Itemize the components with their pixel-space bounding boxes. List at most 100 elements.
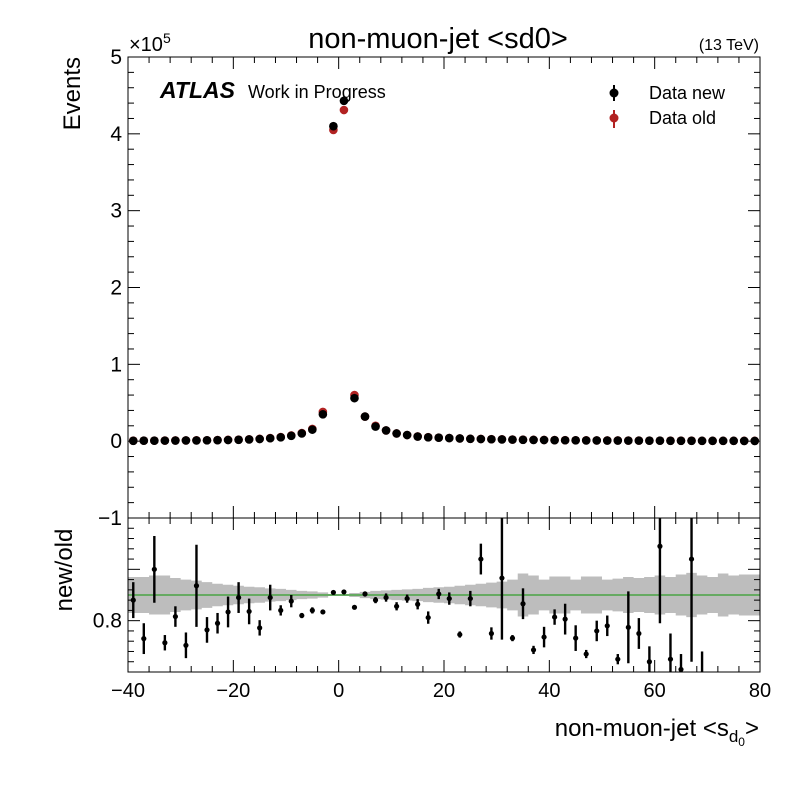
data-new-point	[624, 436, 633, 445]
ratio-point	[657, 543, 663, 549]
atlas-sublabel: Work in Progress	[248, 82, 386, 102]
ratio-point	[415, 601, 421, 607]
x-axis-label-subsub: 0	[738, 735, 745, 749]
data-new-point	[466, 434, 475, 444]
y-tick-label: 0	[110, 430, 122, 453]
data-new-point	[687, 436, 696, 446]
ratio-point	[499, 575, 505, 581]
x-tick-label: 0	[333, 680, 344, 702]
ratio-point	[288, 598, 294, 604]
main-data-points	[128, 96, 760, 446]
atlas-label: ATLAS	[159, 77, 236, 103]
axis-ticks	[127, 56, 761, 673]
data-new-point	[213, 435, 222, 445]
data-new-point	[750, 436, 760, 446]
y-tick-label: 3	[110, 200, 122, 223]
data-new-point	[350, 393, 359, 403]
x-axis-label-main: non-muon-jet <s	[555, 715, 729, 742]
ratio-point	[573, 635, 579, 641]
y-exponent: ×105	[129, 30, 171, 56]
ratio-point	[457, 631, 463, 638]
energy-label: (13 TeV)	[699, 37, 759, 54]
data-new-point	[139, 436, 149, 446]
data-new-point	[550, 435, 559, 445]
ratio-point	[225, 609, 231, 615]
ratio-point	[372, 597, 379, 603]
data-new-point	[276, 433, 286, 442]
ratio-point	[383, 594, 389, 601]
data-new-point	[128, 436, 138, 446]
ratio-data-points	[130, 518, 704, 673]
data-new-point	[676, 436, 686, 446]
ratio-point	[362, 591, 368, 597]
x-tick-label: 40	[538, 680, 560, 702]
data-new-point	[613, 436, 623, 445]
legend-label-data-new: Data new	[649, 83, 726, 103]
ratio-point	[594, 628, 600, 634]
data-new-point	[223, 435, 233, 445]
data-new-point	[255, 434, 264, 444]
ratio-point	[488, 630, 494, 637]
y-tick-label: 2	[110, 277, 122, 300]
ratio-point	[552, 614, 558, 620]
ratio-point	[172, 613, 178, 620]
data-new-point	[645, 436, 654, 446]
data-new-point	[497, 435, 507, 444]
ratio-point	[257, 625, 263, 631]
ratio-y-axis-label: new/old	[51, 529, 78, 612]
ratio-point	[636, 630, 642, 637]
data-old-point	[339, 105, 349, 115]
data-new-point	[634, 436, 644, 445]
ratio-point	[446, 595, 452, 602]
ratio-point	[267, 594, 273, 601]
data-new-point	[739, 436, 749, 446]
ratio-point	[509, 635, 516, 641]
x-tick-label: 60	[644, 680, 666, 702]
data-new-point	[718, 436, 728, 446]
data-new-point	[708, 436, 717, 446]
data-new-point	[371, 422, 380, 431]
ratio-point	[341, 589, 347, 595]
x-tick-label: −40	[111, 680, 145, 702]
data-new-point	[150, 436, 159, 446]
data-new-point	[571, 436, 580, 445]
data-new-point	[592, 436, 602, 445]
ratio-point	[204, 627, 210, 633]
ratio-point	[320, 609, 326, 615]
data-new-point	[444, 433, 454, 443]
legend-marker-data-new	[609, 88, 619, 98]
data-new-point	[171, 436, 180, 445]
tick-labels: −40 −20 0 20 40 60 80 0 1 2 3 4 5 0.8 −1	[93, 46, 771, 702]
x-axis-label-close: >	[745, 715, 759, 742]
ratio-point	[688, 556, 695, 562]
x-tick-label: 20	[433, 680, 455, 702]
ratio-point	[193, 583, 200, 589]
data-new-point	[192, 436, 201, 445]
data-new-point	[297, 429, 307, 438]
data-new-point	[234, 435, 243, 445]
data-new-point	[697, 436, 707, 446]
main-y-axis-label: Events	[59, 57, 86, 130]
ratio-point	[141, 636, 147, 642]
ratio-point	[541, 634, 547, 640]
data-new-point	[392, 429, 401, 438]
data-new-point	[434, 433, 444, 443]
data-new-point	[602, 436, 612, 445]
data-new-point	[339, 96, 349, 106]
data-new-point	[160, 436, 170, 445]
ratio-point	[309, 607, 315, 614]
ratio-point	[625, 624, 631, 630]
data-new-point	[244, 435, 254, 444]
x-axis-label: non-muon-jet <sd0>	[555, 715, 759, 749]
data-new-point	[729, 436, 738, 446]
data-new-point	[581, 436, 591, 445]
data-new-point	[529, 435, 538, 445]
ratio-point	[530, 647, 537, 653]
data-new-point	[402, 430, 412, 440]
ratio-point	[351, 604, 358, 610]
data-new-point	[318, 409, 328, 419]
ratio-point	[467, 595, 473, 602]
x-tick-label: −20	[216, 680, 250, 702]
ratio-point	[299, 612, 305, 619]
